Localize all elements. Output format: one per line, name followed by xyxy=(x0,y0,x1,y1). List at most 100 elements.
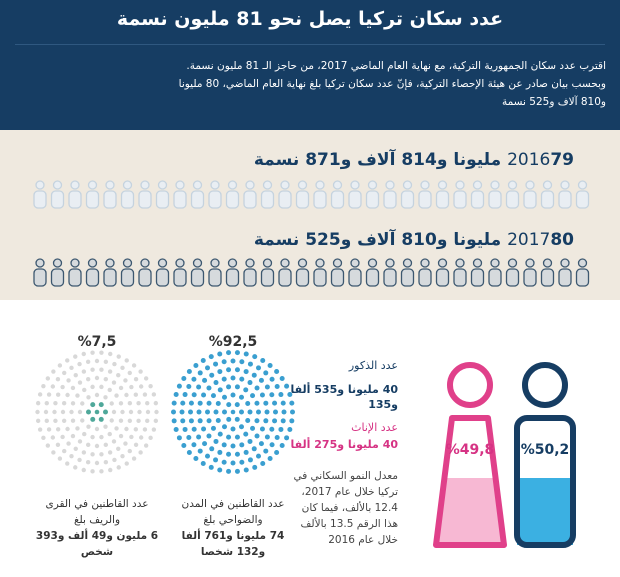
dot xyxy=(86,376,91,382)
dot xyxy=(108,351,113,357)
dot xyxy=(217,449,223,455)
dot xyxy=(133,442,139,447)
dot xyxy=(239,376,245,382)
person-head xyxy=(52,258,63,268)
dot xyxy=(186,369,192,375)
dot xyxy=(90,402,96,408)
dot xyxy=(44,418,49,424)
person-head xyxy=(105,180,115,190)
person-head xyxy=(262,180,273,190)
dot xyxy=(272,400,278,406)
dot xyxy=(60,384,65,390)
dot xyxy=(75,393,80,398)
dot xyxy=(120,453,125,459)
dot xyxy=(70,418,76,423)
female-fill xyxy=(436,478,504,545)
dot xyxy=(62,448,67,454)
dot xyxy=(269,426,275,432)
dot xyxy=(197,418,203,424)
dot xyxy=(69,409,74,415)
dot xyxy=(250,393,256,399)
dot xyxy=(129,384,134,390)
dot xyxy=(213,457,219,463)
dot xyxy=(103,376,108,382)
person-body xyxy=(505,190,520,209)
person-body xyxy=(313,190,327,209)
dot xyxy=(243,351,249,357)
dot xyxy=(230,460,236,466)
dot xyxy=(73,446,78,452)
dot xyxy=(133,427,139,432)
dot xyxy=(118,418,124,423)
dot xyxy=(269,376,275,382)
person-head xyxy=(52,180,63,190)
person-head xyxy=(262,258,273,268)
female-percent: %49,8 xyxy=(445,442,495,458)
dot xyxy=(73,465,78,470)
dot xyxy=(193,456,199,462)
dot xyxy=(124,461,129,466)
dot xyxy=(217,387,223,393)
dot xyxy=(279,375,285,381)
dot xyxy=(205,365,210,371)
person-head xyxy=(437,180,448,190)
intro-line: وبحسب بيان صادر عن هيئة الإحصاء التركية،… xyxy=(178,78,606,90)
person-body xyxy=(68,190,82,209)
dot xyxy=(57,456,63,461)
dot xyxy=(182,392,188,398)
person-body xyxy=(278,268,292,287)
dot xyxy=(269,442,275,448)
dot xyxy=(260,461,266,467)
person-head xyxy=(402,180,413,190)
dot xyxy=(94,409,100,415)
person-head xyxy=(192,180,203,190)
person-body xyxy=(243,268,257,287)
dot xyxy=(133,377,139,382)
dot xyxy=(221,459,227,465)
person-head xyxy=(157,180,168,190)
dot xyxy=(243,449,249,455)
dot xyxy=(50,435,56,440)
dot xyxy=(143,443,149,448)
dot xyxy=(151,392,157,397)
dot xyxy=(258,377,264,383)
dot xyxy=(234,350,240,356)
dot xyxy=(234,468,240,474)
dot xyxy=(258,441,264,447)
dot xyxy=(254,418,260,424)
dot xyxy=(131,456,137,461)
dot xyxy=(65,392,70,398)
dot xyxy=(53,418,58,424)
person-head xyxy=(350,258,360,268)
person-head xyxy=(490,258,500,268)
dot xyxy=(210,425,216,431)
dot xyxy=(98,416,104,422)
growth-note: معدل النمو السكاني في تركيا خلال عام 201… xyxy=(293,470,398,546)
dot xyxy=(69,365,74,371)
dot xyxy=(234,402,240,408)
females-count: 40 مليونا و275 ألفا xyxy=(290,438,398,451)
dot xyxy=(37,427,43,432)
dot xyxy=(77,457,82,463)
dot xyxy=(230,409,236,415)
year: 2017 xyxy=(507,230,551,250)
person-body xyxy=(418,190,432,209)
dot xyxy=(234,384,240,390)
dot xyxy=(274,449,280,455)
person-head xyxy=(245,258,255,268)
dot xyxy=(239,394,244,400)
dot xyxy=(254,433,260,439)
dot xyxy=(46,427,52,432)
dot xyxy=(127,448,132,454)
males-count: 40 مليونا و535 ألفا و135 xyxy=(290,383,398,411)
dot xyxy=(188,400,194,406)
dot xyxy=(55,442,61,447)
dot xyxy=(191,376,197,382)
dot xyxy=(90,469,95,474)
dot xyxy=(280,418,286,424)
dot xyxy=(124,426,129,432)
dot xyxy=(80,418,85,423)
caption-label: عدد القاطنين في المدن والضواحي بلغ xyxy=(181,498,285,526)
dot xyxy=(62,370,67,376)
males-label: عدد الذكور xyxy=(348,359,398,372)
